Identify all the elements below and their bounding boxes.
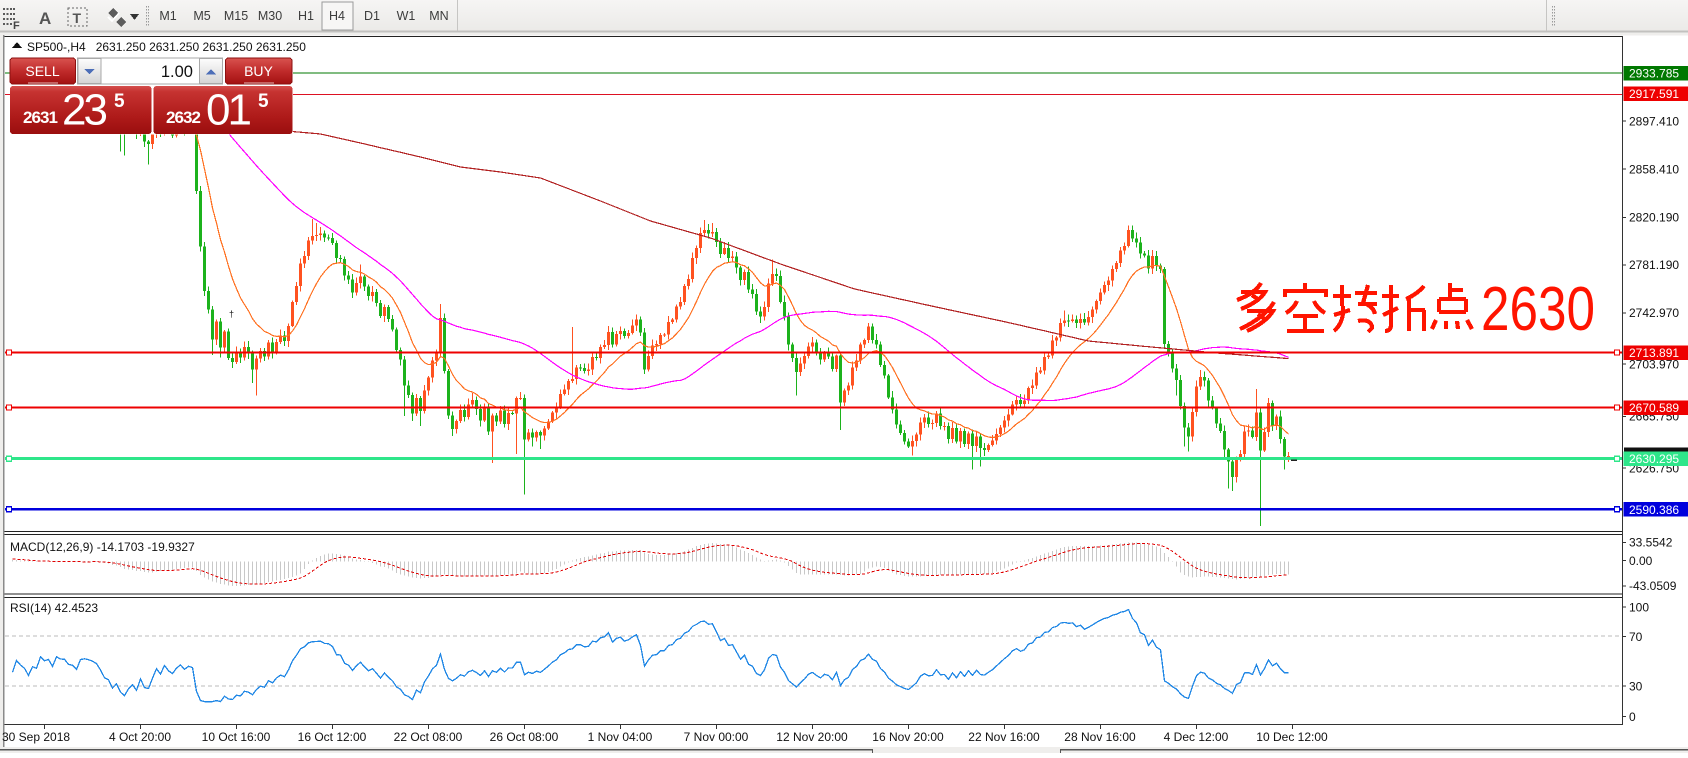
svg-text:4 Dec 12:00: 4 Dec 12:00: [1164, 730, 1229, 744]
svg-text:H4: H4: [329, 9, 345, 23]
svg-text:2631: 2631: [23, 108, 58, 127]
svg-text:5: 5: [258, 91, 269, 112]
svg-text:22 Nov 16:00: 22 Nov 16:00: [968, 730, 1040, 744]
svg-text:7 Nov 00:00: 7 Nov 00:00: [684, 730, 749, 744]
svg-text:10 Oct 16:00: 10 Oct 16:00: [202, 730, 271, 744]
svg-text:33.5542: 33.5542: [1629, 536, 1673, 550]
svg-text:30 Sep 2018: 30 Sep 2018: [2, 730, 70, 744]
svg-text:2781.190: 2781.190: [1629, 258, 1679, 272]
svg-text:F: F: [13, 20, 20, 32]
svg-text:M5: M5: [193, 9, 210, 23]
svg-text:SELL: SELL: [25, 63, 59, 79]
svg-text:W1: W1: [397, 9, 416, 23]
svg-text:2590.386: 2590.386: [1629, 503, 1679, 517]
svg-text:D1: D1: [364, 9, 380, 23]
svg-text:2897.410: 2897.410: [1629, 115, 1679, 129]
svg-text:†: †: [229, 309, 234, 319]
svg-text:1 Nov 04:00: 1 Nov 04:00: [588, 730, 653, 744]
svg-text:1.00: 1.00: [161, 63, 193, 81]
svg-text:T: T: [73, 10, 82, 26]
svg-text:4 Oct 20:00: 4 Oct 20:00: [109, 730, 171, 744]
svg-text:0.00: 0.00: [1629, 554, 1653, 568]
svg-text:12 Nov 20:00: 12 Nov 20:00: [776, 730, 848, 744]
svg-text:2917.591: 2917.591: [1629, 87, 1679, 101]
svg-text:RSI(14) 42.4523: RSI(14) 42.4523: [10, 601, 98, 615]
svg-text:10 Dec 12:00: 10 Dec 12:00: [1256, 730, 1328, 744]
svg-text:2713.891: 2713.891: [1629, 346, 1679, 360]
svg-text:2632: 2632: [166, 108, 201, 127]
svg-text:MN: MN: [429, 9, 448, 23]
svg-text:100: 100: [1629, 600, 1649, 614]
svg-text:01: 01: [206, 86, 252, 135]
svg-text:28 Nov 16:00: 28 Nov 16:00: [1064, 730, 1136, 744]
svg-text:BUY: BUY: [244, 63, 273, 79]
svg-text:22 Oct 08:00: 22 Oct 08:00: [394, 730, 463, 744]
svg-text:M30: M30: [258, 9, 282, 23]
svg-text:30: 30: [1629, 679, 1643, 693]
svg-text:26 Oct 08:00: 26 Oct 08:00: [490, 730, 559, 744]
svg-text:16 Oct 12:00: 16 Oct 12:00: [298, 730, 367, 744]
svg-text:2933.785: 2933.785: [1629, 67, 1679, 81]
svg-text:2858.410: 2858.410: [1629, 163, 1679, 177]
svg-text:M1: M1: [159, 9, 176, 23]
svg-text:MACD(12,26,9) -14.1703 -19.932: MACD(12,26,9) -14.1703 -19.9327: [10, 540, 195, 554]
svg-text:2670.589: 2670.589: [1629, 401, 1679, 415]
svg-text:2742.970: 2742.970: [1629, 306, 1679, 320]
svg-text:2630: 2630: [1481, 275, 1595, 344]
svg-text:2820.190: 2820.190: [1629, 211, 1679, 225]
svg-text:2630.295: 2630.295: [1629, 452, 1679, 466]
svg-text:H1: H1: [298, 9, 314, 23]
svg-text:A: A: [39, 9, 51, 28]
svg-text:0: 0: [1629, 710, 1636, 724]
svg-text:SP500-,H4 2631.250 2631.250: SP500-,H4 2631.250 2631.250 2631.250 263…: [27, 40, 306, 54]
svg-text:-43.0509: -43.0509: [1629, 579, 1677, 593]
svg-text:23: 23: [62, 86, 108, 135]
svg-text:16 Nov 20:00: 16 Nov 20:00: [872, 730, 944, 744]
svg-text:M15: M15: [224, 9, 248, 23]
svg-text:70: 70: [1629, 630, 1643, 644]
svg-text:5: 5: [114, 91, 125, 112]
